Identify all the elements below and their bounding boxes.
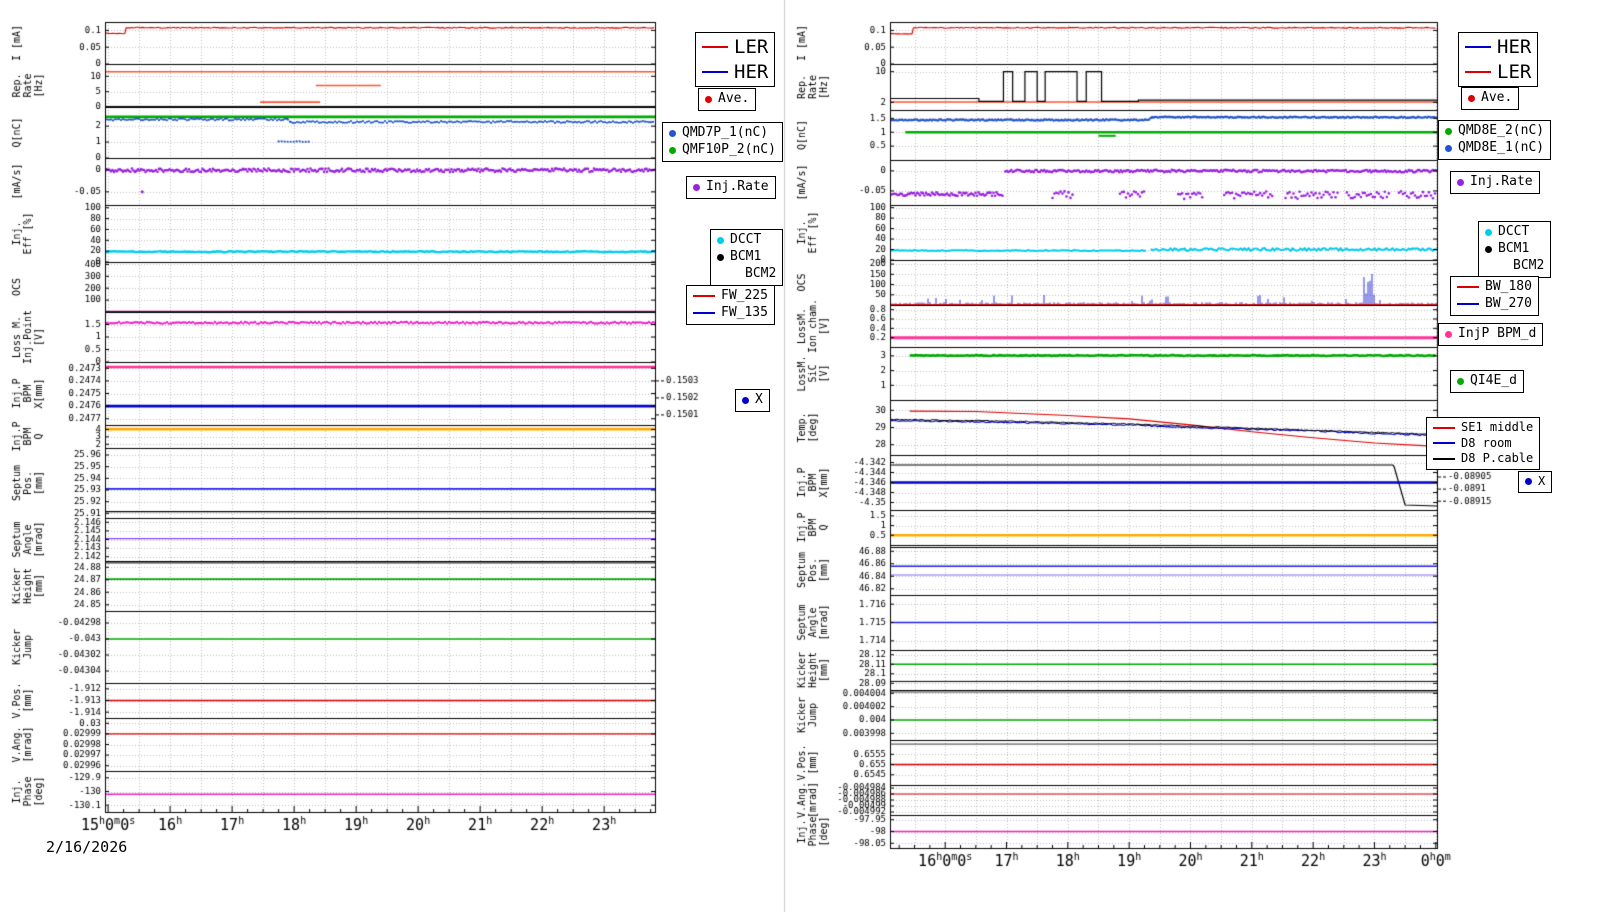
date-label: 2/16/2026 <box>46 838 128 856</box>
